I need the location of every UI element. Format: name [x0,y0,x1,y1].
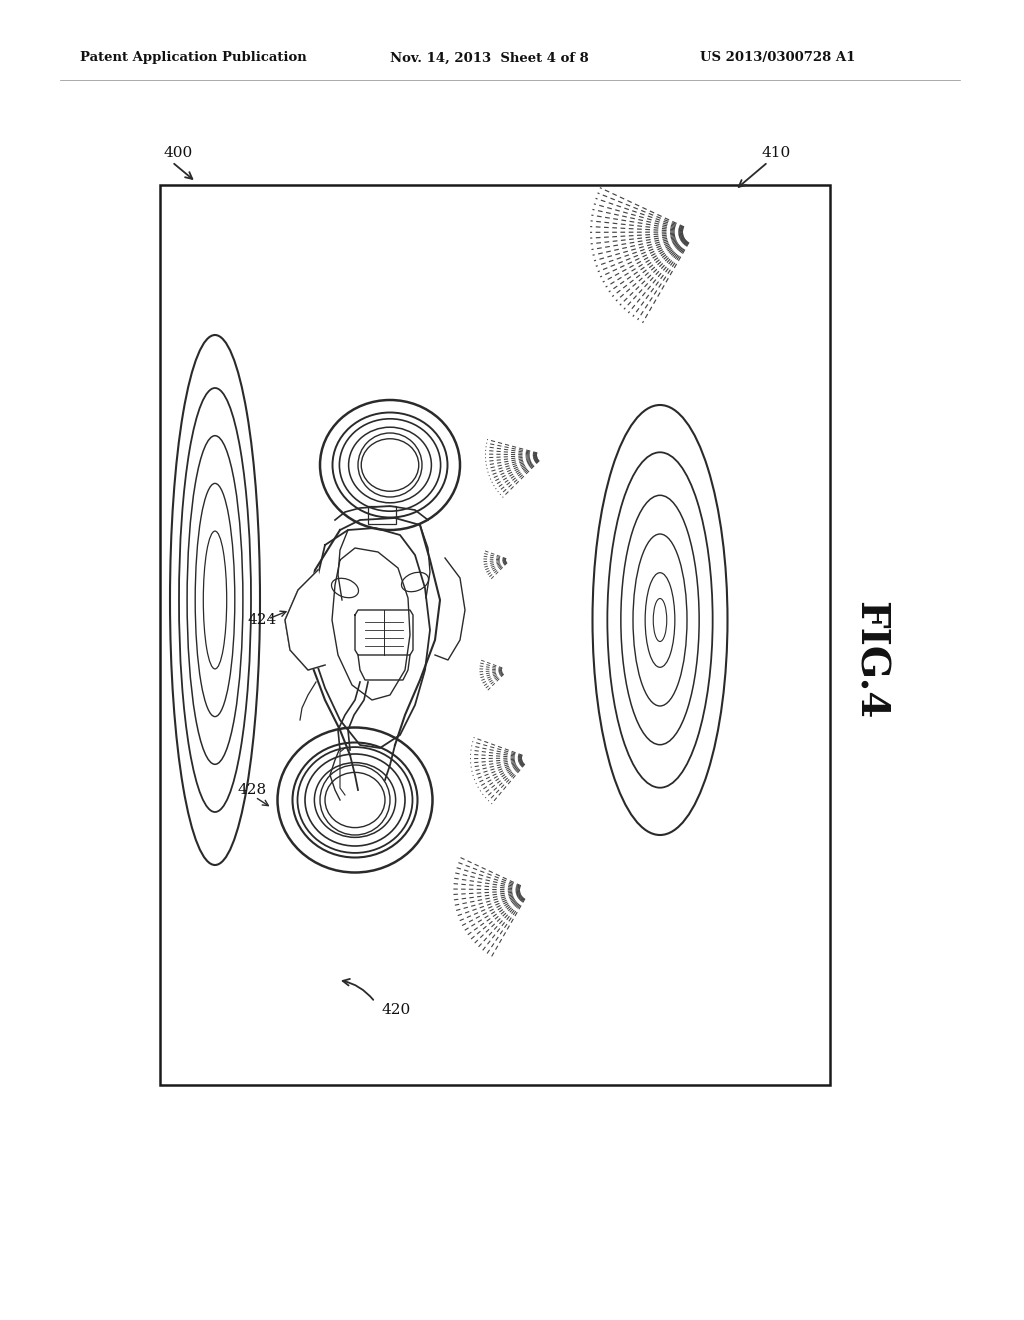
Bar [160,185,830,1085]
Text: 420: 420 [382,1003,412,1016]
Text: Patent Application Publication: Patent Application Publication [80,51,307,65]
Text: 400: 400 [163,147,193,160]
Text: 410: 410 [762,147,792,160]
Text: US 2013/0300728 A1: US 2013/0300728 A1 [700,51,855,65]
Text: 424: 424 [248,612,278,627]
Polygon shape [285,570,325,671]
Text: Nov. 14, 2013  Sheet 4 of 8: Nov. 14, 2013 Sheet 4 of 8 [390,51,589,65]
Text: 428: 428 [237,783,266,797]
Text: FIG.4: FIG.4 [851,601,889,719]
Bar [368,506,396,524]
